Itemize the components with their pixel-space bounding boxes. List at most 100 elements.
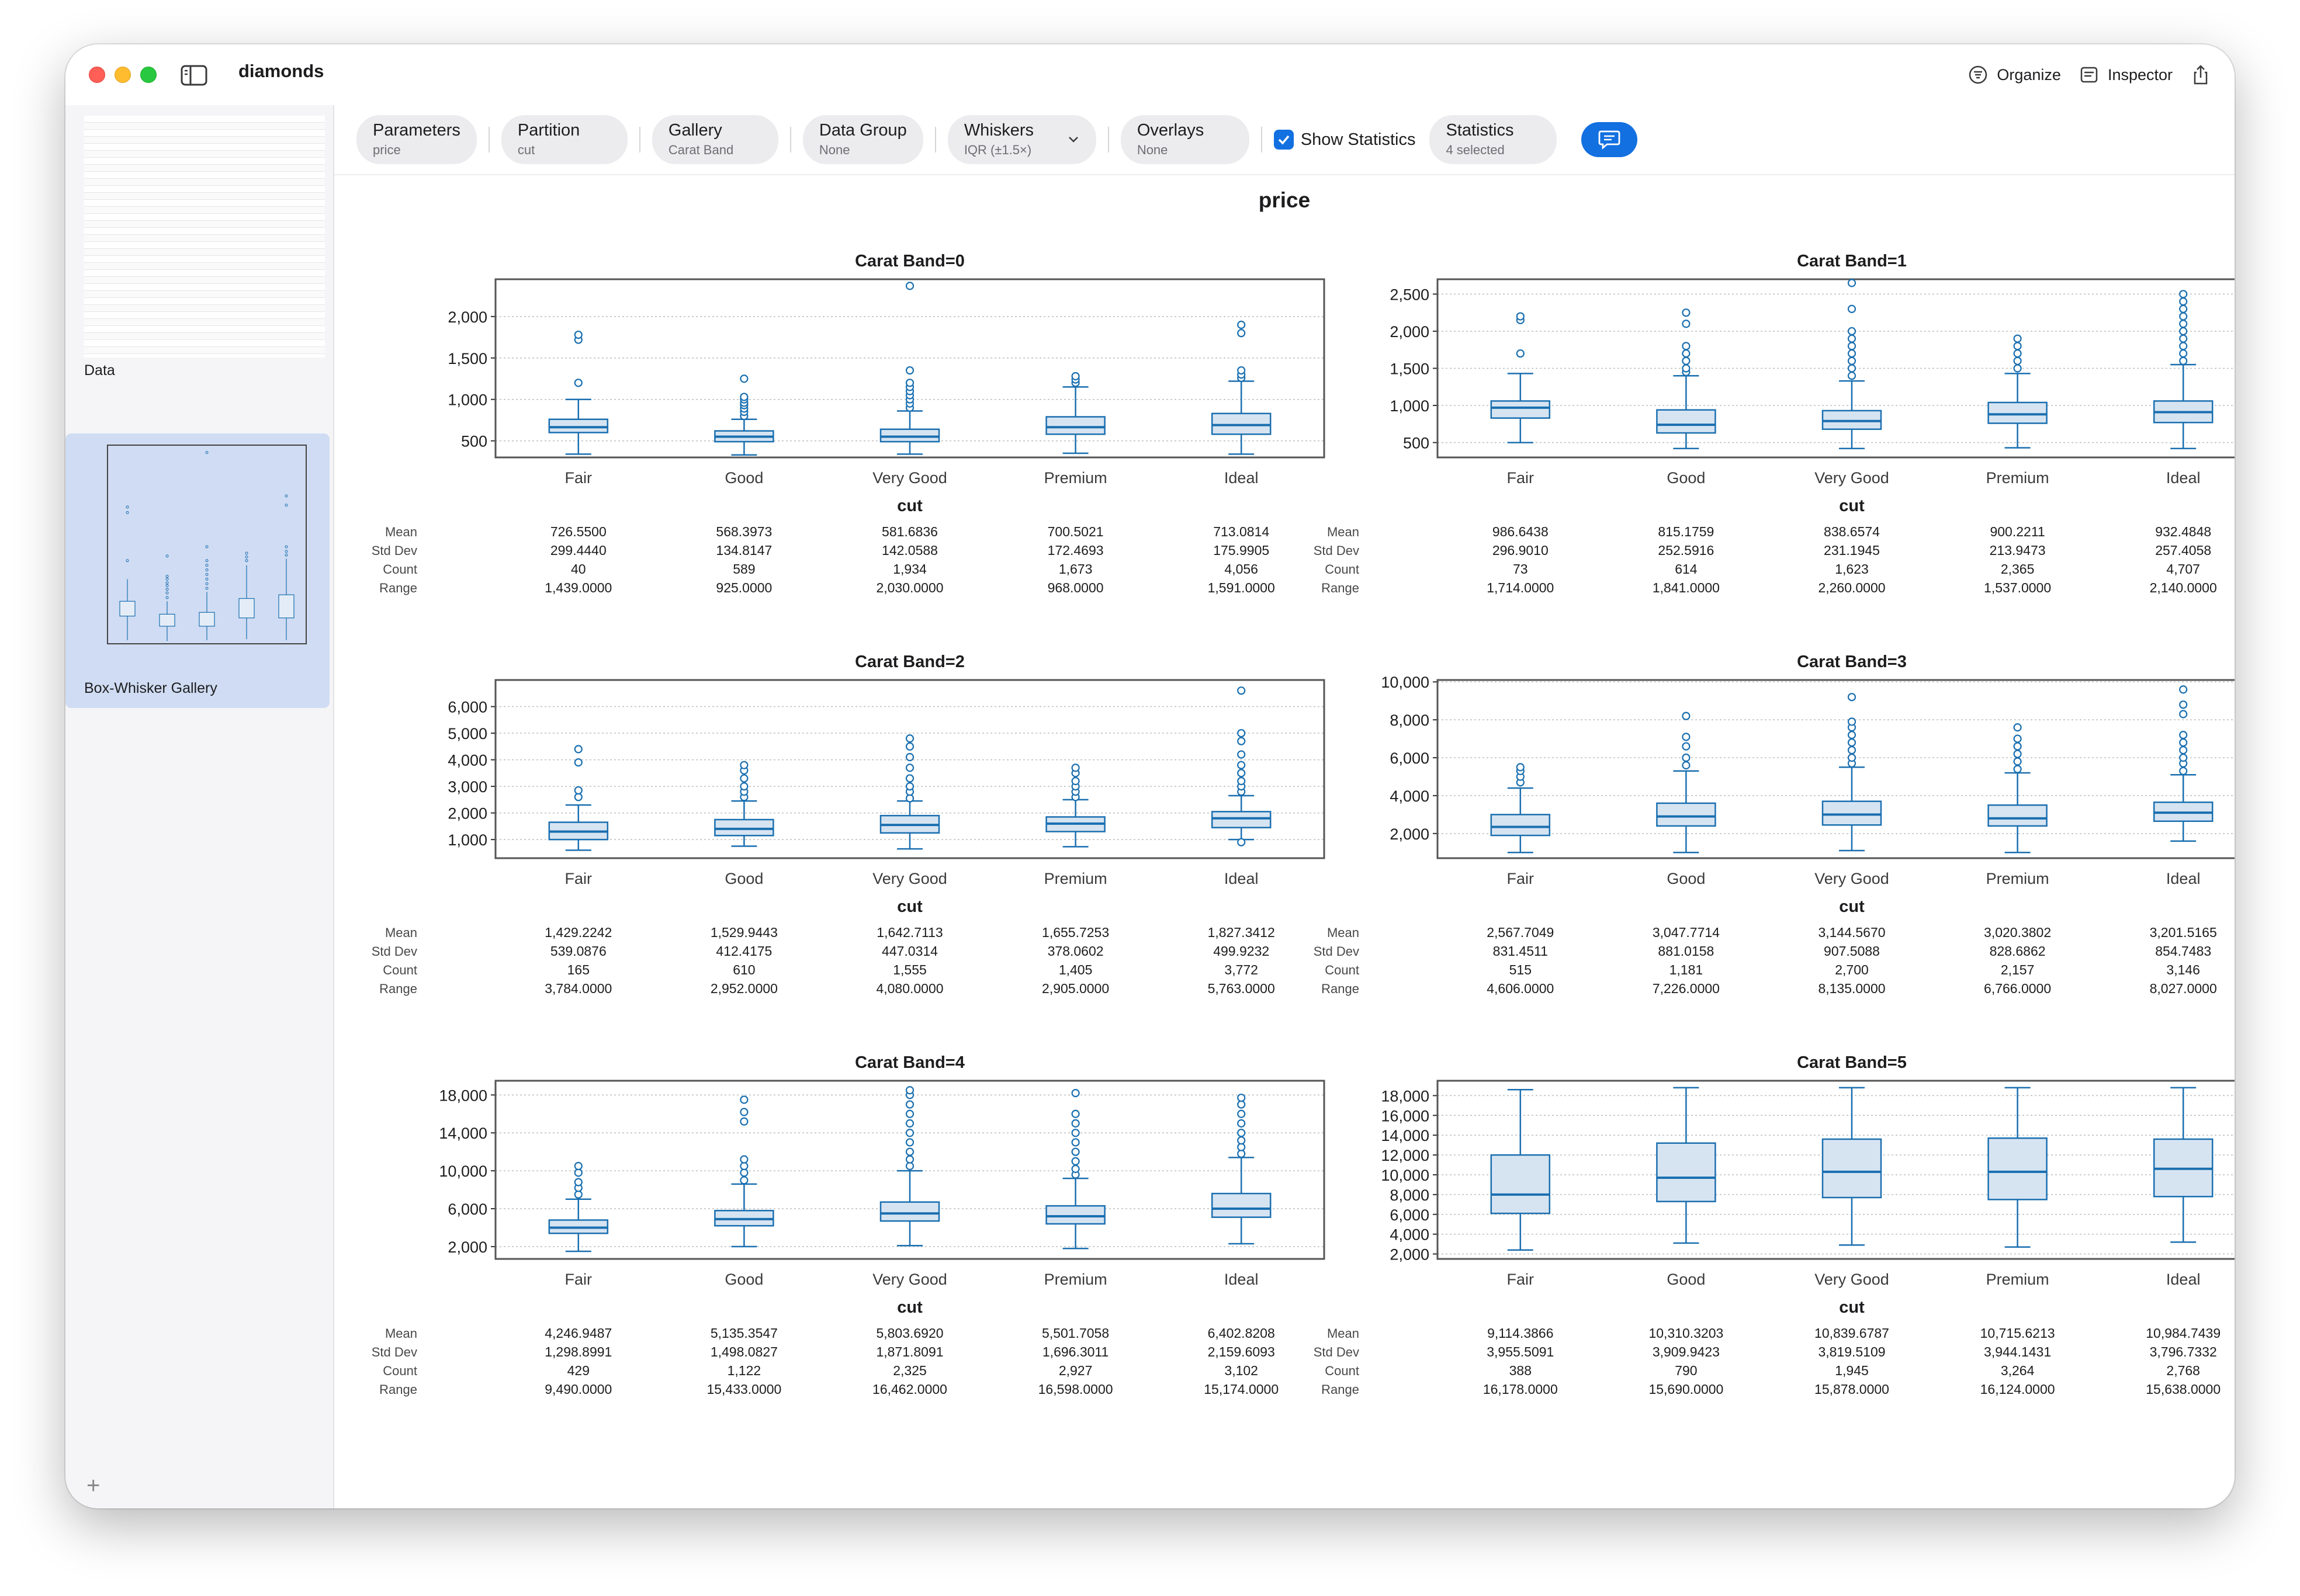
stat-value: 4,246.9487 bbox=[545, 1326, 612, 1341]
share-icon[interactable] bbox=[2190, 63, 2211, 86]
y-tick-label: 18,000 bbox=[1381, 1087, 1429, 1105]
stat-value: 1,655.7253 bbox=[1042, 925, 1109, 940]
stat-value: 1,181 bbox=[1669, 962, 1703, 977]
thumb-outlier bbox=[126, 505, 129, 509]
stat-value: 3,772 bbox=[1224, 962, 1258, 977]
y-tick-label: 14,000 bbox=[439, 1125, 487, 1142]
gallery-title: Gallery bbox=[668, 121, 722, 140]
show-statistics-toggle[interactable]: Show Statistics bbox=[1273, 130, 1415, 150]
stat-value: 1,642.7113 bbox=[877, 925, 943, 940]
data-thumbnail[interactable] bbox=[84, 116, 325, 358]
stat-value: 5,135.3547 bbox=[711, 1326, 778, 1341]
inspector-button[interactable]: Inspector bbox=[2079, 64, 2173, 85]
stat-label: Std Dev bbox=[372, 543, 417, 558]
x-tick-label: Premium bbox=[1044, 870, 1107, 887]
box-iqr bbox=[1490, 1154, 1551, 1215]
thumb-outlier bbox=[285, 550, 288, 553]
outlier-point bbox=[1237, 737, 1246, 745]
y-tick-label: 1,500 bbox=[1390, 360, 1429, 378]
show-statistics-checkbox[interactable] bbox=[1273, 130, 1294, 150]
outlier-point bbox=[1237, 728, 1246, 738]
stat-value: 932.4848 bbox=[2155, 524, 2211, 539]
organize-button[interactable]: Organize bbox=[1968, 64, 2061, 85]
parameters-value: price bbox=[373, 143, 401, 157]
toolbar-divider bbox=[639, 127, 640, 152]
outlier-point bbox=[905, 1086, 915, 1095]
thumbnail-row bbox=[84, 242, 325, 249]
stat-value: 1,841.0000 bbox=[1653, 580, 1720, 595]
stat-value: 388 bbox=[1509, 1363, 1532, 1378]
y-tick-label: 500 bbox=[1403, 435, 1429, 452]
chart-title: Carat Band=1 bbox=[1797, 252, 1907, 270]
chevron-down-icon bbox=[1068, 137, 1078, 143]
statistics-button[interactable]: Statistics 4 selected bbox=[1429, 115, 1557, 164]
outlier-point bbox=[1516, 349, 1525, 358]
zoom-button[interactable] bbox=[140, 67, 157, 83]
add-sheet-button[interactable]: + bbox=[86, 1473, 101, 1498]
y-tick-label: 10,000 bbox=[439, 1163, 487, 1180]
data-group-button[interactable]: Data Group None bbox=[802, 115, 923, 164]
document-title: diamonds bbox=[238, 61, 324, 81]
thumb-outlier bbox=[205, 564, 209, 567]
outlier-point bbox=[905, 366, 915, 375]
stat-value: 15,878.0000 bbox=[1814, 1382, 1889, 1397]
y-tick-label: 6,000 bbox=[1390, 750, 1429, 767]
outlier-point bbox=[1237, 750, 1246, 759]
stat-value: 838.6574 bbox=[1824, 524, 1880, 539]
stat-value: 15,433.0000 bbox=[706, 1382, 781, 1397]
close-button[interactable] bbox=[89, 67, 105, 83]
outlier-point bbox=[740, 1117, 749, 1126]
box-iqr bbox=[1211, 412, 1272, 435]
toolbar-divider bbox=[488, 127, 490, 152]
stat-value: 73 bbox=[1513, 561, 1528, 577]
sidebar-icon[interactable] bbox=[180, 64, 208, 86]
partition-button[interactable]: Partition cut bbox=[501, 115, 628, 164]
stat-label: Mean bbox=[1327, 925, 1359, 940]
whiskers-dropdown[interactable]: Whiskers IQR (±1.5×) bbox=[947, 115, 1096, 164]
x-tick-label: Good bbox=[725, 870, 763, 887]
box-iqr bbox=[1987, 1137, 2048, 1201]
comment-button[interactable] bbox=[1581, 122, 1638, 157]
box-iqr bbox=[1821, 800, 1882, 826]
stat-value: 3,020.3802 bbox=[1984, 925, 2051, 940]
parameters-button[interactable]: Parameters price bbox=[356, 115, 477, 164]
stat-value: 3,201.5165 bbox=[2150, 925, 2217, 940]
outlier-point bbox=[1071, 1138, 1080, 1147]
outlier-point bbox=[905, 282, 915, 290]
partition-title: Partition bbox=[517, 121, 580, 140]
x-tick-label: Good bbox=[1667, 870, 1705, 887]
stat-label: Std Dev bbox=[372, 944, 417, 959]
stat-value: 447.0314 bbox=[882, 943, 938, 959]
parameters-title: Parameters bbox=[373, 121, 460, 140]
y-tick-label: 14,000 bbox=[1381, 1127, 1429, 1144]
outlier-point bbox=[2179, 342, 2188, 351]
stat-value: 713.0814 bbox=[1213, 524, 1269, 539]
outlier-point bbox=[2179, 730, 2188, 740]
outlier-point bbox=[1682, 342, 1691, 351]
minimize-button[interactable] bbox=[115, 67, 131, 83]
overlays-title: Overlays bbox=[1137, 121, 1204, 140]
sidebar-item-data[interactable]: Data bbox=[84, 362, 115, 379]
x-tick-label: Ideal bbox=[1224, 870, 1259, 887]
statistics-value: 4 selected bbox=[1446, 143, 1505, 157]
stat-value: 165 bbox=[567, 962, 590, 977]
thumbnail-row bbox=[84, 263, 325, 270]
x-tick-label: Good bbox=[1667, 1271, 1705, 1288]
outlier-point bbox=[1237, 366, 1246, 375]
parameter-title: price bbox=[1258, 188, 1311, 212]
stat-value: 257.4058 bbox=[2155, 543, 2211, 558]
gallery-button[interactable]: Gallery Carat Band bbox=[652, 115, 778, 164]
stat-value: 296.9010 bbox=[1492, 543, 1549, 558]
data-group-value: None bbox=[819, 143, 850, 157]
overlays-button[interactable]: Overlays None bbox=[1120, 115, 1249, 164]
thumb-box bbox=[238, 598, 255, 619]
thumb-outlier bbox=[165, 554, 169, 558]
outlier-point bbox=[1071, 776, 1080, 786]
stat-value: 10,310.3203 bbox=[1648, 1326, 1723, 1341]
sidebar-item-gallery-selected[interactable]: Box-Whisker Gallery bbox=[65, 433, 330, 708]
outlier-point bbox=[1682, 761, 1691, 770]
x-tick-label: Premium bbox=[1986, 469, 2049, 487]
thumb-outlier bbox=[165, 575, 169, 578]
stat-value: 9,114.3866 bbox=[1487, 1326, 1553, 1341]
thumbnail-row bbox=[84, 235, 325, 242]
